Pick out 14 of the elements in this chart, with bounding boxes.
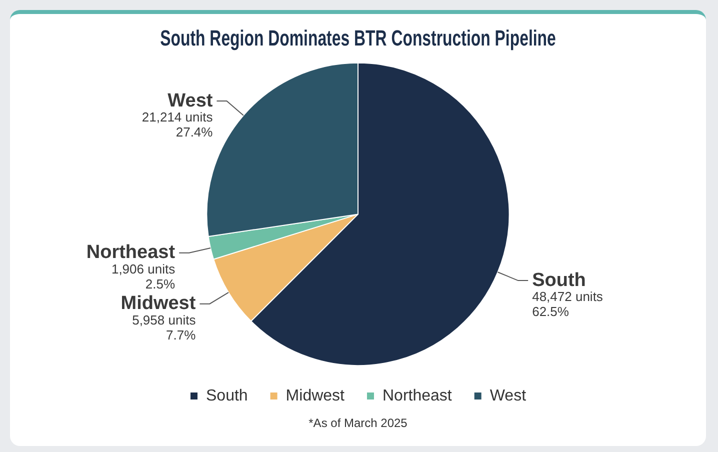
legend-label: West xyxy=(490,387,527,404)
legend-label: Midwest xyxy=(286,387,346,404)
data-label: 21,214 units 27.4% xyxy=(142,110,214,140)
slice-label: Northeast xyxy=(86,242,176,264)
data-label: 1,906 units 2.5% xyxy=(111,261,176,292)
legend-label: Northeast xyxy=(382,387,452,404)
slice-label: Midwest xyxy=(120,293,196,314)
data-label: 48,472 units 62.5% xyxy=(532,289,604,320)
legend-label: South xyxy=(206,387,248,404)
slice-label: West xyxy=(168,90,214,112)
chart-title: South Region Dominates BTR Construction Pipeline xyxy=(160,26,556,51)
slice-label: South xyxy=(532,270,586,291)
data-label: 5,958 units 7.7% xyxy=(132,312,196,342)
text: *As of March 2025 xyxy=(308,416,408,430)
